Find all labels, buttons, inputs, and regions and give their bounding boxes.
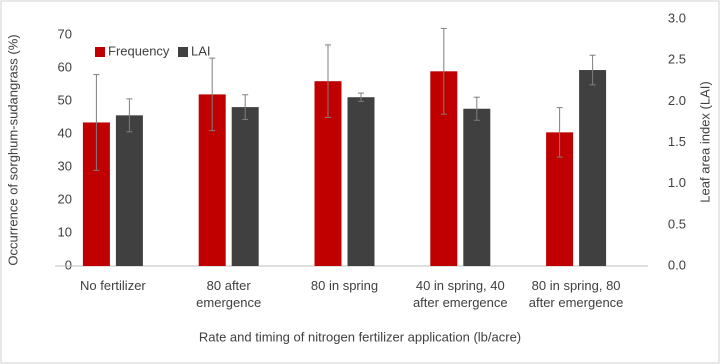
y-tick-label: 50 [58,92,72,107]
y-tick-label: 30 [58,158,72,173]
y2-tick-label: 1.5 [668,134,686,149]
y-tick-label: 20 [58,191,72,206]
y-tick-label: 70 [58,26,72,41]
y2-tick-label: 1.0 [668,175,686,190]
legend-label: Frequency [108,43,170,58]
x-tick-label: 80 in spring, 80 after emergence [528,278,624,310]
bar [347,97,375,266]
bar [115,115,143,266]
y-tick-label: 40 [58,125,72,140]
x-tick-label: No fertilizer [80,278,146,293]
x-tick-label: 40 in spring, 40 after emergence [412,278,508,310]
bar [231,107,259,266]
bar [463,108,491,266]
legend-swatch [178,47,188,57]
y-tick-label: 60 [58,59,72,74]
y2-tick-label: 0.5 [668,216,686,231]
x-tick-label: 80 in spring [310,278,379,293]
y-tick-label: 10 [58,224,72,239]
x-axis-title: Rate and timing of nitrogen fertilizer a… [199,329,521,344]
y2-tick-label: 2.5 [668,52,686,67]
legend-swatch [95,47,105,57]
y2-tick-label: 3.0 [668,10,686,25]
y-axis-title: Occurrence of sorghum-sudangrass (%) [5,34,20,265]
x-tick-label: 80 after emergence [196,278,262,310]
y-tick-label: 0 [65,257,72,272]
bar [579,70,607,267]
legend-label: LAI [191,43,211,58]
y2-axis-title: Leaf area index (LAI) [697,81,712,202]
y2-tick-label: 0.0 [668,257,686,272]
y2-tick-label: 2.0 [668,93,686,108]
